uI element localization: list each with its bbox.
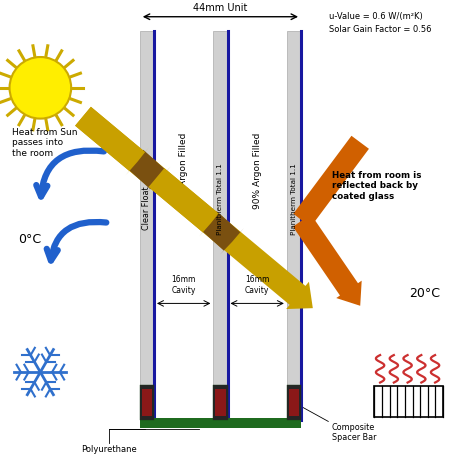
Text: 0°C: 0°C <box>18 233 41 246</box>
Text: 20°C: 20°C <box>409 287 440 301</box>
Bar <box>213 31 228 419</box>
Text: Planitherm Total 1.1: Planitherm Total 1.1 <box>291 163 297 235</box>
Text: Composite
Spacer Bar: Composite Spacer Bar <box>332 423 376 442</box>
Polygon shape <box>148 168 222 237</box>
Text: Clear Float: Clear Float <box>143 186 152 230</box>
Polygon shape <box>290 136 369 229</box>
Text: Planitherm Total 1.1: Planitherm Total 1.1 <box>218 163 223 235</box>
Text: Polyurethane: Polyurethane <box>81 445 137 454</box>
Polygon shape <box>75 107 148 175</box>
Polygon shape <box>127 150 170 193</box>
Text: 16mm
Cavity: 16mm Cavity <box>245 275 269 295</box>
Text: 16mm
Cavity: 16mm Cavity <box>172 275 196 295</box>
Text: Heat from room is
reflected back by
coated glass: Heat from room is reflected back by coat… <box>332 171 421 201</box>
Polygon shape <box>75 107 313 309</box>
Text: 90% Argon Filled: 90% Argon Filled <box>253 133 262 209</box>
Text: u-Value = 0.6 W/(m²K): u-Value = 0.6 W/(m²K) <box>329 12 423 21</box>
Polygon shape <box>201 211 244 255</box>
Bar <box>287 385 301 419</box>
Text: 90% Argon Filled: 90% Argon Filled <box>179 133 188 209</box>
Bar <box>374 386 443 417</box>
Text: 44mm Unit: 44mm Unit <box>193 3 247 13</box>
Bar <box>140 31 154 419</box>
Bar <box>215 389 226 416</box>
Circle shape <box>9 57 71 118</box>
Bar <box>287 31 301 419</box>
Bar <box>213 385 228 419</box>
Text: Solar Gain Factor = 0.56: Solar Gain Factor = 0.56 <box>329 25 432 34</box>
Bar <box>140 418 301 428</box>
Bar <box>142 389 152 416</box>
Bar <box>140 385 154 419</box>
Bar <box>289 389 299 416</box>
Text: Heat from Sun
passes into
the room: Heat from Sun passes into the room <box>12 128 77 158</box>
Polygon shape <box>293 214 362 306</box>
